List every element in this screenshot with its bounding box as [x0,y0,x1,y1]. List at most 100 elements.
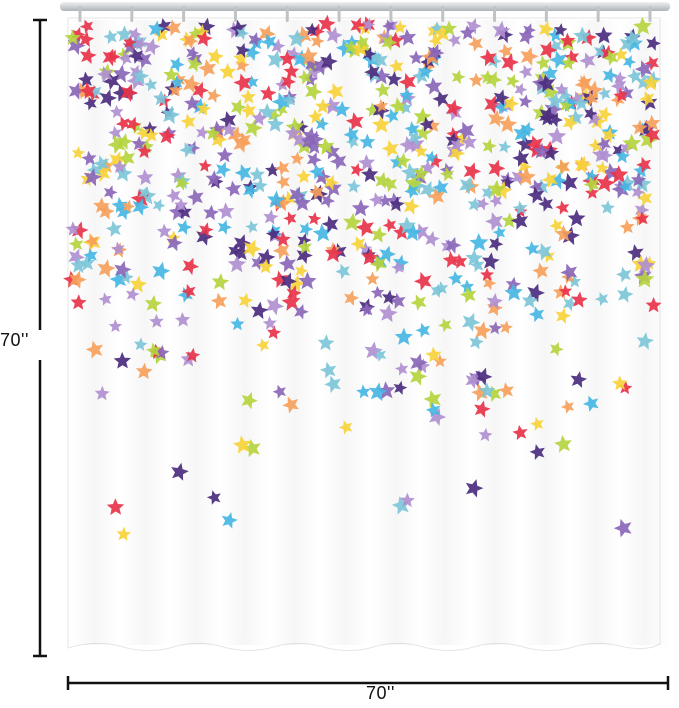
star-icon [266,115,285,133]
star-icon [373,348,387,362]
star-icon [279,50,296,66]
star-icon [232,245,249,261]
star-icon [371,226,388,243]
star-icon [485,212,503,231]
star-icon [185,347,201,363]
star-icon [205,125,221,141]
star-icon [308,163,325,180]
star-icon [409,353,428,372]
star-icon [574,155,592,174]
star-icon [350,17,367,35]
width-dimension-line [66,676,670,690]
star-icon [158,127,176,145]
star-icon [308,109,323,124]
star-icon [555,200,570,215]
star-icon [109,270,128,289]
star-icon [570,371,588,388]
star-icon [99,89,117,107]
star-icon [618,179,632,194]
star-icon [631,185,645,200]
star-icon [170,75,184,89]
star-icon [281,190,296,206]
star-icon [594,292,609,307]
star-icon [343,39,359,55]
star-icon [196,227,214,246]
star-icon [93,155,109,172]
star-icon [622,133,642,152]
star-icon [163,66,180,82]
star-icon [540,41,558,60]
star-icon [481,252,500,270]
star-icon [389,196,405,212]
star-icon [479,48,497,67]
star-icon [113,351,131,369]
star-icon [65,221,81,236]
star-icon [111,241,125,256]
star-icon [487,299,503,317]
star-icon [521,292,539,309]
star-icon [249,166,265,182]
star-icon [459,25,475,40]
star-icon [399,87,414,102]
star-icon [181,284,196,299]
star-icon [512,200,528,216]
star-icon [501,212,518,228]
star-icon [143,38,161,56]
star-icon [425,118,441,133]
star-icon [116,526,132,541]
star-icon [154,344,170,360]
star-icon [497,26,514,44]
star-icon [129,275,148,293]
star-icon [626,34,643,51]
star-icon [85,234,99,249]
star-icon [265,162,280,177]
star-icon [499,320,513,334]
star-icon [498,140,512,154]
star-icon [296,168,312,184]
star-icon [488,321,503,335]
star-icon [326,26,343,44]
star-icon [554,224,573,242]
star-icon [583,395,599,412]
star-icon [478,427,493,442]
star-icon [217,219,232,235]
star-icon [461,134,477,150]
star-icon [251,255,266,271]
star-icon [267,50,286,69]
star-icon [574,75,593,94]
star-icon [115,25,133,42]
star-icon [580,29,597,46]
star-icon [438,318,452,333]
star-icon [603,49,619,66]
star-icon [79,19,94,34]
star-icon [117,50,133,66]
star-icon [123,35,137,50]
star-icon [631,119,648,136]
star-icon [404,174,423,193]
star-icon [287,29,307,48]
star-icon [83,168,102,187]
star-icon [486,293,503,310]
star-icon [168,82,183,97]
star-icon [156,18,172,34]
star-icon [305,22,319,36]
star-icon [245,75,259,89]
star-icon [468,72,484,87]
star-icon [584,169,599,183]
star-icon [548,27,563,42]
star-icon [78,31,95,47]
star-icon [513,124,532,143]
curtain-ring [648,6,652,22]
star-icon [343,126,359,143]
star-icon [286,285,302,301]
star-icon [228,243,243,258]
star-icon [203,204,219,221]
star-icon [419,116,434,132]
star-icon [108,319,123,333]
star-icon [292,49,311,68]
star-icon [617,286,634,303]
star-icon [633,163,649,178]
star-icon [584,106,598,121]
star-icon [512,149,530,167]
